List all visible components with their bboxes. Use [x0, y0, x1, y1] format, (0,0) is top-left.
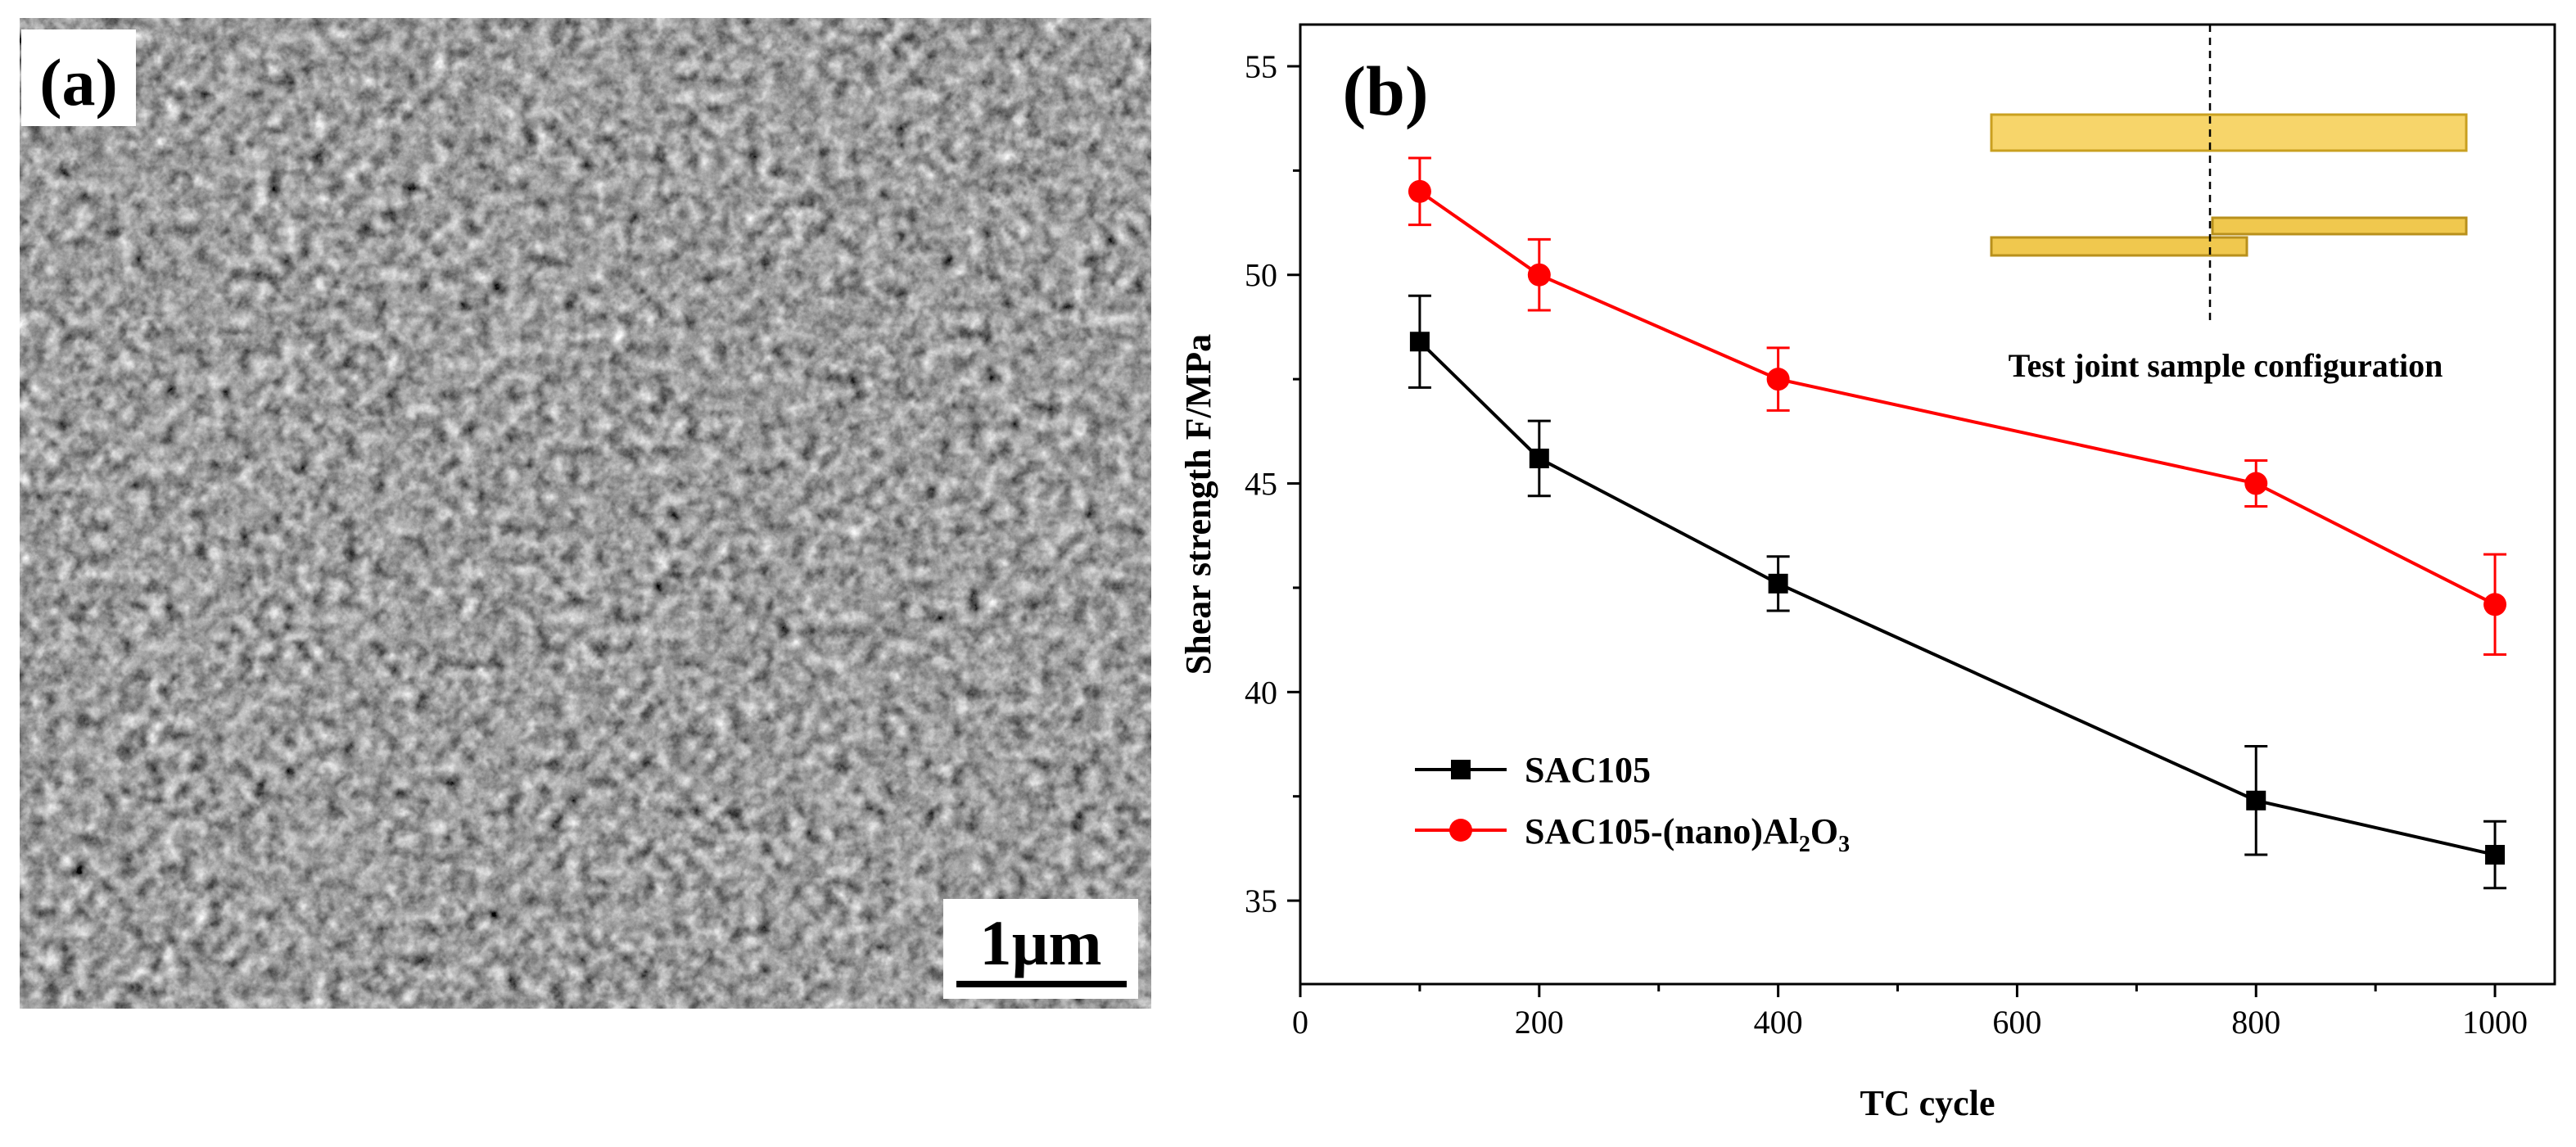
- data-point-sac105-400: [1768, 573, 1788, 594]
- legend-label-nano-mid: O: [1810, 811, 1838, 851]
- left-lap-bar: [1990, 236, 2248, 257]
- data-point-sac105-nano-100: [1408, 179, 1431, 203]
- axes: 0 200 400 600 800 1000 35 40 45 50 55: [1245, 48, 2528, 1041]
- legend-label-nano: SAC105-(nano)Al2O3: [1525, 811, 1850, 857]
- data-point-sac105-200: [1529, 448, 1549, 468]
- panel-b-label: (b): [1342, 52, 1428, 130]
- x-axis-title: TC cycle: [1860, 1083, 1995, 1123]
- panel-a: (a) 1µm: [20, 18, 1151, 1009]
- x-tick-label-200: 200: [1515, 1004, 1564, 1041]
- x-tick-label-0: 0: [1292, 1004, 1308, 1041]
- y-axis-title: Shear strength F/MPa: [1178, 334, 1218, 675]
- panel-a-label: (a): [39, 45, 118, 120]
- data-point-sac105-1000: [2485, 845, 2506, 865]
- sem-image-highlights: [20, 18, 1151, 1009]
- inset-caption: Test joint sample configuration: [2009, 347, 2443, 384]
- y-tick-label-35: 35: [1245, 883, 1277, 919]
- plot-frame: [1299, 23, 2556, 986]
- legend-label-sac105: SAC105: [1525, 750, 1651, 790]
- y-tick-label-45: 45: [1245, 466, 1277, 503]
- x-tick-label-800: 800: [2231, 1004, 2280, 1041]
- legend: SAC105 SAC105-(nano)Al2O3: [1415, 750, 1850, 857]
- right-lap-bar: [2211, 216, 2468, 236]
- y-tick-label-50: 50: [1245, 257, 1277, 294]
- x-tick-label-400: 400: [1754, 1004, 1803, 1041]
- series-line-sac105-nano: [1418, 190, 2496, 607]
- legend-marker-circle: [1449, 819, 1472, 842]
- panel-a-label-box: [21, 29, 136, 126]
- x-tick-label-600: 600: [1992, 1004, 2041, 1041]
- legend-label-nano-sub1: 2: [1799, 832, 1810, 857]
- y-tick-label-40: 40: [1245, 674, 1277, 711]
- sample-configuration-inset: Test joint sample configuration: [1990, 25, 2468, 384]
- scale-bar-label: 1µm: [980, 907, 1102, 978]
- y-tick-label-55: 55: [1245, 48, 1277, 85]
- legend-marker-square: [1451, 760, 1471, 779]
- data-point-sac105-100: [1409, 332, 1430, 352]
- data-point-sac105-nano-1000: [2483, 593, 2507, 616]
- panel-b: 0 200 400 600 800 1000 35 40 45 50 55 (b) TC cycle…: [1178, 23, 2556, 1123]
- top-substrate-bar: [1990, 113, 2468, 152]
- data-point-sac105-nano-400: [1766, 368, 1790, 391]
- data-point-sac105-nano-200: [1527, 263, 1551, 287]
- series-layer: [1408, 156, 2507, 890]
- data-point-sac105-nano-800: [2244, 472, 2268, 495]
- x-tick-label-1000: 1000: [2462, 1004, 2528, 1041]
- scale-bar: [956, 981, 1127, 987]
- legend-label-nano-sub2: 3: [1838, 832, 1850, 857]
- legend-label-nano-main: SAC105-(nano)Al: [1525, 811, 1799, 851]
- data-point-sac105-800: [2246, 790, 2266, 811]
